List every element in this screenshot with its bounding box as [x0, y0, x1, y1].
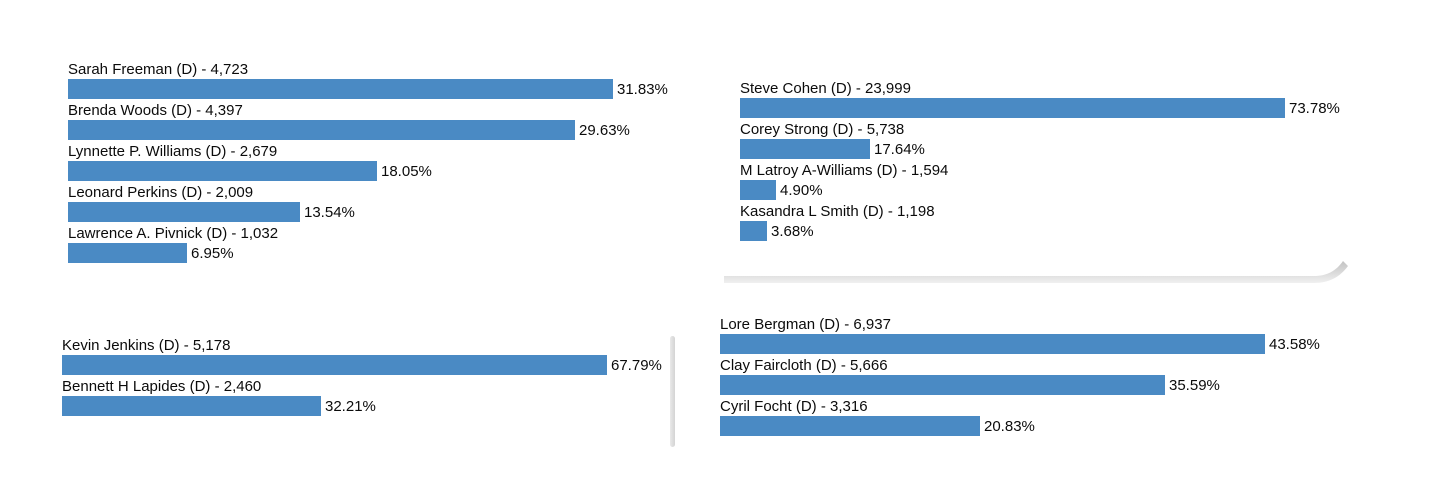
result-bar — [740, 180, 776, 200]
percent-label: 29.63% — [579, 121, 630, 139]
bar-row: 43.58% — [720, 334, 1360, 354]
result-bar — [68, 120, 575, 140]
result-bar — [68, 79, 613, 99]
result-row: Steve Cohen (D) - 23,999 73.78% — [740, 79, 1380, 118]
percent-label: 6.95% — [191, 244, 234, 262]
bar-row: 67.79% — [62, 355, 702, 375]
percent-label: 67.79% — [611, 356, 662, 374]
candidate-label: Leonard Perkins (D) - 2,009 — [68, 184, 254, 201]
bar-row: 35.59% — [720, 375, 1360, 395]
candidate-label: Corey Strong (D) - 5,738 — [740, 121, 905, 138]
results-chart-top-left: Sarah Freeman (D) - 4,723 31.83% Brenda Wo… — [68, 60, 708, 265]
candidate-label: Lynnette P. Williams (D) - 2,679 — [68, 143, 278, 160]
candidate-label: Sarah Freeman (D) - 4,723 — [68, 61, 249, 78]
result-bar — [720, 375, 1165, 395]
result-row: Kasandra L Smith (D) - 1,198 3.68% — [740, 202, 1380, 241]
result-bar — [720, 334, 1265, 354]
result-bar — [740, 221, 767, 241]
bar-row: 6.95% — [68, 243, 708, 263]
bar-row: 31.83% — [68, 79, 708, 99]
percent-label: 13.54% — [304, 203, 355, 221]
bar-row: 20.83% — [720, 416, 1360, 436]
candidate-label: Clay Faircloth (D) - 5,666 — [720, 357, 888, 374]
result-bar — [62, 396, 321, 416]
bar-row: 3.68% — [740, 221, 1380, 241]
result-row: Lore Bergman (D) - 6,937 43.58% — [720, 315, 1360, 354]
percent-label: 18.05% — [381, 162, 432, 180]
result-bar — [720, 416, 980, 436]
result-row: Bennett H Lapides (D) - 2,460 32.21% — [62, 377, 702, 416]
bar-row: 32.21% — [62, 396, 702, 416]
card-bottom-shadow — [724, 261, 1348, 283]
result-bar — [740, 98, 1285, 118]
bar-row: 18.05% — [68, 161, 708, 181]
results-chart-top-right: Steve Cohen (D) - 23,999 73.78% Corey Stro… — [740, 79, 1380, 243]
result-row: Cyril Focht (D) - 3,316 20.83% — [720, 397, 1360, 436]
percent-label: 3.68% — [771, 222, 814, 240]
candidate-label: Steve Cohen (D) - 23,999 — [740, 80, 911, 97]
result-row: Brenda Woods (D) - 4,397 29.63% — [68, 101, 708, 140]
candidate-label: Brenda Woods (D) - 4,397 — [68, 102, 243, 119]
percent-label: 73.78% — [1289, 99, 1340, 117]
candidate-label: Kasandra L Smith (D) - 1,198 — [740, 203, 935, 220]
result-row: M Latroy A-Williams (D) - 1,594 4.90% — [740, 161, 1380, 200]
bar-row: 13.54% — [68, 202, 708, 222]
result-row: Clay Faircloth (D) - 5,666 35.59% — [720, 356, 1360, 395]
percent-label: 17.64% — [874, 140, 925, 158]
percent-label: 35.59% — [1169, 376, 1220, 394]
bar-row: 4.90% — [740, 180, 1380, 200]
percent-label: 31.83% — [617, 80, 668, 98]
result-row: Corey Strong (D) - 5,738 17.64% — [740, 120, 1380, 159]
candidate-label: M Latroy A-Williams (D) - 1,594 — [740, 162, 949, 179]
result-bar — [68, 161, 377, 181]
percent-label: 43.58% — [1269, 335, 1320, 353]
result-row: Kevin Jenkins (D) - 5,178 67.79% — [62, 336, 702, 375]
candidate-label: Kevin Jenkins (D) - 5,178 — [62, 337, 231, 354]
bar-row: 73.78% — [740, 98, 1380, 118]
result-row: Lynnette P. Williams (D) - 2,679 18.05% — [68, 142, 708, 181]
percent-label: 32.21% — [325, 397, 376, 415]
percent-label: 20.83% — [984, 417, 1035, 435]
bar-row: 29.63% — [68, 120, 708, 140]
vertical-scrollbar-thumb[interactable] — [670, 336, 675, 447]
candidate-label: Cyril Focht (D) - 3,316 — [720, 398, 868, 415]
result-row: Lawrence A. Pivnick (D) - 1,032 6.95% — [68, 224, 708, 263]
candidate-label: Bennett H Lapides (D) - 2,460 — [62, 378, 262, 395]
candidate-label: Lawrence A. Pivnick (D) - 1,032 — [68, 225, 279, 242]
results-chart-bottom-left: Kevin Jenkins (D) - 5,178 67.79% Bennett H… — [62, 336, 702, 418]
result-bar — [62, 355, 607, 375]
result-bar — [68, 243, 187, 263]
candidate-label: Lore Bergman (D) - 6,937 — [720, 316, 891, 333]
results-chart-bottom-right: Lore Bergman (D) - 6,937 43.58% Clay Fairc… — [720, 315, 1360, 438]
percent-label: 4.90% — [780, 181, 823, 199]
bar-row: 17.64% — [740, 139, 1380, 159]
result-row: Leonard Perkins (D) - 2,009 13.54% — [68, 183, 708, 222]
result-bar — [68, 202, 300, 222]
result-row: Sarah Freeman (D) - 4,723 31.83% — [68, 60, 708, 99]
result-bar — [740, 139, 870, 159]
